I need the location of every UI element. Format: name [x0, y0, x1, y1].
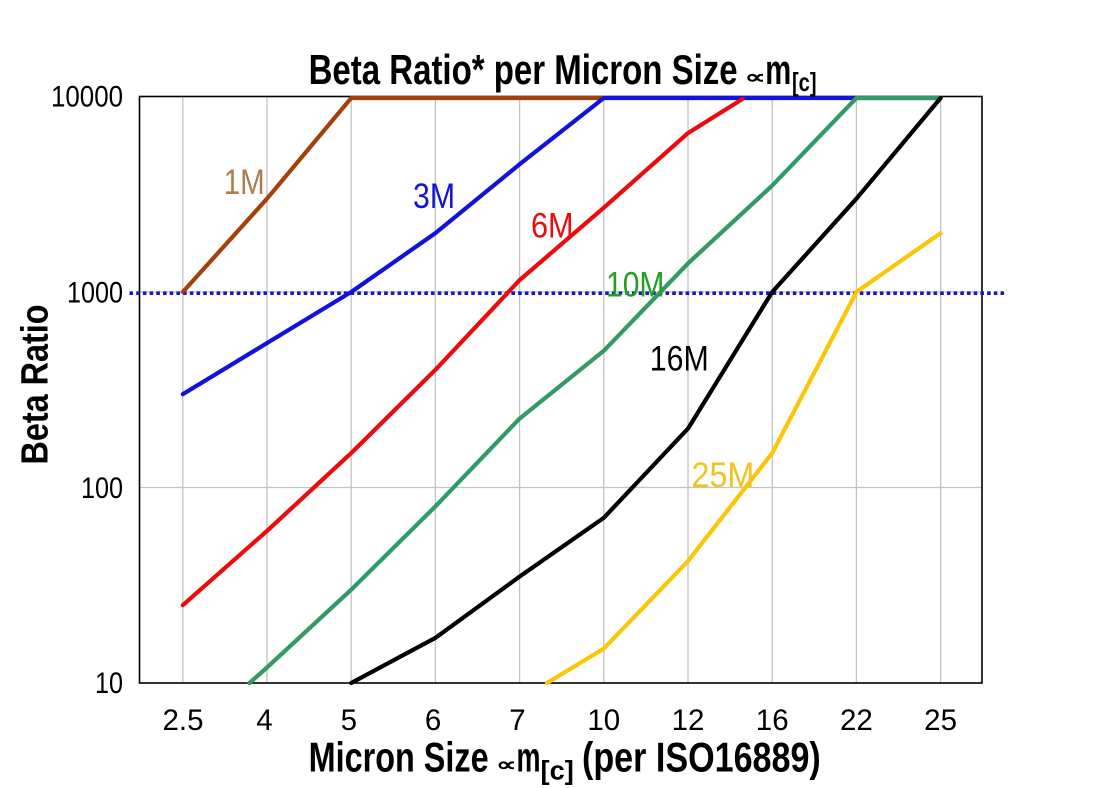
- svg-text:Beta Ratio* per Micron Size: Beta Ratio* per Micron Size: [309, 46, 738, 93]
- svg-text:5: 5: [341, 704, 357, 737]
- svg-text:6M: 6M: [531, 206, 574, 245]
- svg-text:6: 6: [425, 704, 441, 737]
- svg-text:10000: 10000: [51, 81, 123, 114]
- svg-text:Micron Size: Micron Size: [309, 734, 489, 781]
- svg-text:10: 10: [587, 704, 620, 737]
- svg-text:7: 7: [509, 704, 525, 737]
- svg-text:[c]: [c]: [792, 67, 817, 97]
- svg-text:m: m: [765, 46, 791, 93]
- svg-text:(per ISO16889): (per ISO16889): [582, 734, 821, 781]
- svg-text:3M: 3M: [413, 177, 455, 216]
- svg-text:2.5: 2.5: [162, 704, 203, 737]
- svg-text:4: 4: [256, 704, 272, 737]
- svg-text:10: 10: [95, 667, 123, 700]
- svg-text:10M: 10M: [606, 265, 664, 304]
- svg-text:[c]: [c]: [541, 756, 574, 786]
- svg-text:12: 12: [672, 704, 705, 737]
- svg-text:∝: ∝: [496, 755, 517, 776]
- svg-text:100: 100: [81, 472, 123, 505]
- svg-text:16: 16: [756, 704, 789, 737]
- svg-text:1000: 1000: [67, 277, 123, 310]
- svg-text:m: m: [517, 734, 541, 781]
- svg-text:1M: 1M: [224, 163, 265, 202]
- svg-text:Beta Ratio: Beta Ratio: [15, 305, 57, 465]
- svg-text:∝: ∝: [745, 68, 766, 89]
- svg-text:22: 22: [840, 704, 873, 737]
- svg-text:16M: 16M: [650, 339, 709, 378]
- svg-text:25: 25: [924, 704, 957, 737]
- svg-text:25M: 25M: [692, 456, 755, 495]
